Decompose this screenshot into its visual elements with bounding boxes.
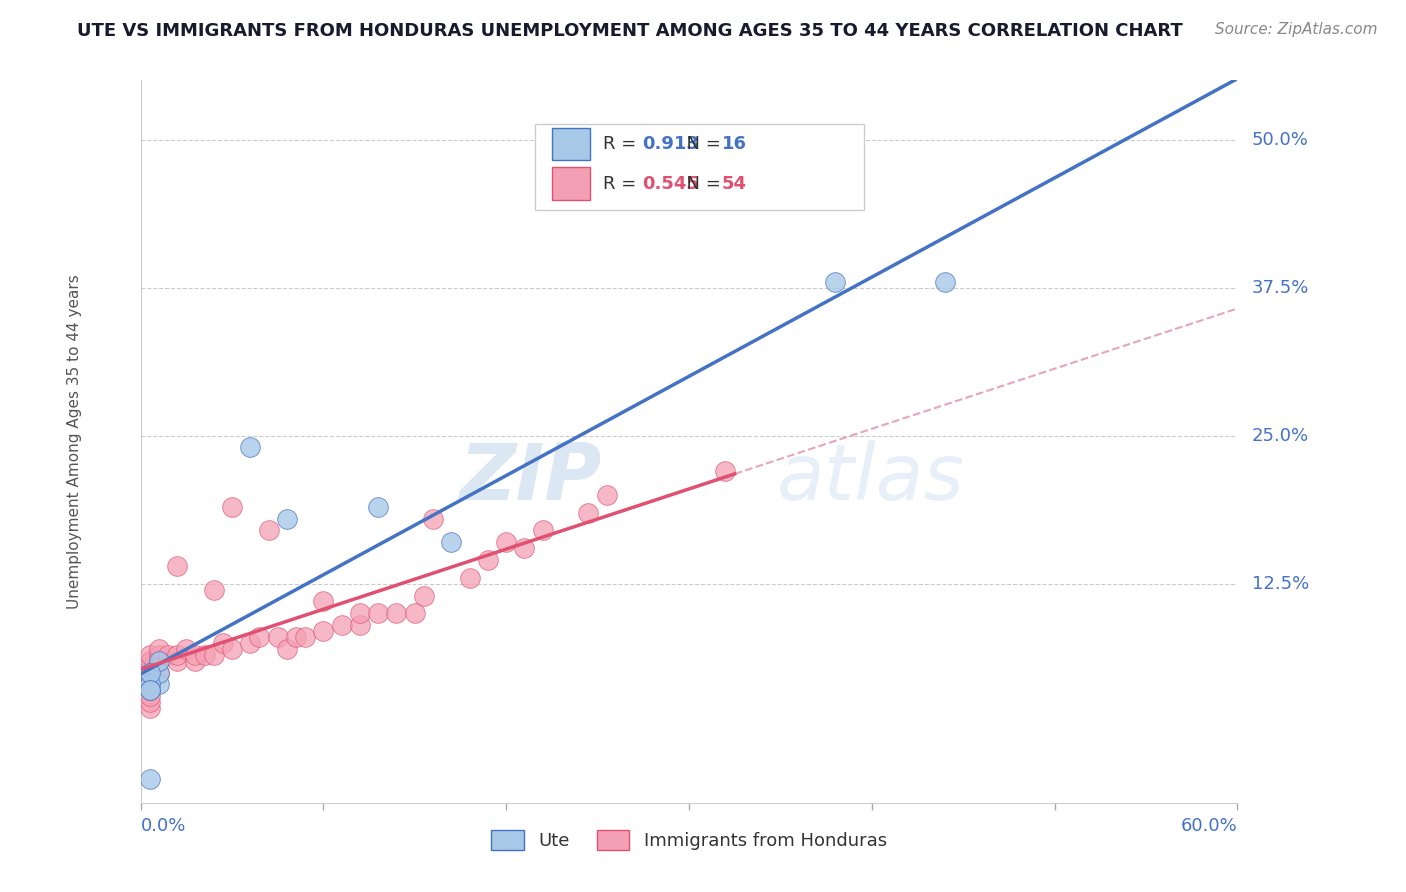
Text: UTE VS IMMIGRANTS FROM HONDURAS UNEMPLOYMENT AMONG AGES 35 TO 44 YEARS CORRELATI: UTE VS IMMIGRANTS FROM HONDURAS UNEMPLOY… [77, 22, 1182, 40]
Point [824, 275, 846, 289]
Point [367, 500, 389, 514]
Point [312, 594, 335, 608]
Text: Unemployment Among Ages 35 to 44 years: Unemployment Among Ages 35 to 44 years [67, 274, 83, 609]
Point [330, 618, 353, 632]
Point [148, 641, 170, 656]
Text: 37.5%: 37.5% [1251, 278, 1309, 296]
Point [440, 535, 463, 549]
Point [714, 464, 737, 478]
Point [184, 654, 207, 668]
Point [138, 677, 162, 691]
Point [349, 607, 371, 621]
Point [211, 636, 233, 650]
Point [312, 624, 335, 638]
Point [194, 648, 217, 662]
Point [148, 677, 170, 691]
Text: R =: R = [603, 135, 643, 153]
Text: N =: N = [675, 135, 725, 153]
Text: 16: 16 [721, 135, 747, 153]
Point [257, 524, 280, 538]
Legend: Ute, Immigrants from Honduras: Ute, Immigrants from Honduras [482, 821, 896, 859]
Point [934, 275, 956, 289]
FancyBboxPatch shape [536, 124, 865, 211]
Text: 0.545: 0.545 [641, 175, 699, 193]
Point [385, 607, 408, 621]
Point [413, 589, 436, 603]
Point [138, 665, 162, 680]
Point [138, 689, 162, 703]
Point [166, 648, 188, 662]
Point [221, 641, 243, 656]
Point [276, 511, 298, 525]
Text: N =: N = [675, 175, 725, 193]
Point [458, 571, 481, 585]
Point [138, 665, 162, 680]
Text: 54: 54 [721, 175, 747, 193]
Point [138, 648, 162, 662]
Point [138, 659, 162, 673]
Point [349, 618, 371, 632]
Point [138, 654, 162, 668]
Text: 0.913: 0.913 [641, 135, 699, 153]
Text: 0.0%: 0.0% [141, 817, 186, 835]
Point [267, 630, 290, 644]
Point [221, 500, 243, 514]
Text: 60.0%: 60.0% [1181, 817, 1237, 835]
Text: atlas: atlas [776, 440, 965, 516]
Point [138, 683, 162, 698]
Point [138, 683, 162, 698]
Point [138, 683, 162, 698]
Point [249, 630, 271, 644]
FancyBboxPatch shape [551, 168, 591, 200]
Point [239, 441, 262, 455]
Point [138, 677, 162, 691]
Point [148, 654, 170, 668]
Point [138, 695, 162, 709]
Point [495, 535, 517, 549]
Point [138, 654, 162, 668]
Text: R =: R = [603, 175, 643, 193]
Text: 50.0%: 50.0% [1251, 130, 1309, 148]
Point [202, 648, 225, 662]
Point [148, 665, 170, 680]
Point [513, 541, 536, 556]
Point [367, 607, 389, 621]
Point [596, 488, 619, 502]
Point [239, 636, 262, 650]
Point [477, 553, 499, 567]
Text: 12.5%: 12.5% [1251, 574, 1309, 592]
Point [166, 558, 188, 573]
Point [166, 654, 188, 668]
Point [138, 665, 162, 680]
Text: Source: ZipAtlas.com: Source: ZipAtlas.com [1215, 22, 1378, 37]
FancyBboxPatch shape [551, 128, 591, 160]
Text: ZIP: ZIP [458, 440, 602, 516]
Point [138, 772, 162, 786]
Point [276, 641, 298, 656]
Point [404, 607, 426, 621]
Point [148, 648, 170, 662]
Point [138, 672, 162, 686]
Point [284, 630, 308, 644]
Point [422, 511, 444, 525]
Point [148, 654, 170, 668]
Point [157, 648, 180, 662]
Point [138, 677, 162, 691]
Point [174, 641, 197, 656]
Point [531, 524, 554, 538]
Text: 25.0%: 25.0% [1251, 426, 1309, 444]
Point [202, 582, 225, 597]
Point [294, 630, 316, 644]
Point [138, 677, 162, 691]
Point [184, 648, 207, 662]
Point [138, 701, 162, 715]
Point [148, 665, 170, 680]
Point [578, 506, 600, 520]
